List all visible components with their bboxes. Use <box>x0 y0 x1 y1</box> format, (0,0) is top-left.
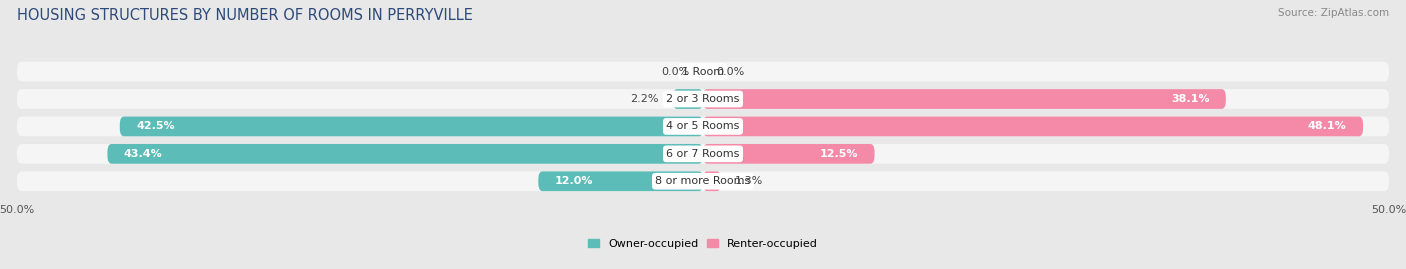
Text: 38.1%: 38.1% <box>1171 94 1209 104</box>
Text: 2 or 3 Rooms: 2 or 3 Rooms <box>666 94 740 104</box>
Text: 12.0%: 12.0% <box>555 176 593 186</box>
FancyBboxPatch shape <box>17 144 1389 164</box>
Text: 48.1%: 48.1% <box>1308 121 1347 132</box>
FancyBboxPatch shape <box>17 62 1389 82</box>
Text: 12.5%: 12.5% <box>820 149 858 159</box>
Text: 0.0%: 0.0% <box>717 67 745 77</box>
Text: 6 or 7 Rooms: 6 or 7 Rooms <box>666 149 740 159</box>
FancyBboxPatch shape <box>703 89 1226 109</box>
Text: 0.0%: 0.0% <box>661 67 689 77</box>
FancyBboxPatch shape <box>120 116 703 136</box>
FancyBboxPatch shape <box>703 144 875 164</box>
Text: Source: ZipAtlas.com: Source: ZipAtlas.com <box>1278 8 1389 18</box>
FancyBboxPatch shape <box>703 116 1362 136</box>
FancyBboxPatch shape <box>17 116 1389 136</box>
Text: 43.4%: 43.4% <box>124 149 163 159</box>
FancyBboxPatch shape <box>107 144 703 164</box>
Text: 1.3%: 1.3% <box>734 176 763 186</box>
FancyBboxPatch shape <box>703 171 721 191</box>
FancyBboxPatch shape <box>538 171 703 191</box>
Text: 2.2%: 2.2% <box>630 94 659 104</box>
FancyBboxPatch shape <box>673 89 703 109</box>
Text: 4 or 5 Rooms: 4 or 5 Rooms <box>666 121 740 132</box>
Text: 1 Room: 1 Room <box>682 67 724 77</box>
Text: HOUSING STRUCTURES BY NUMBER OF ROOMS IN PERRYVILLE: HOUSING STRUCTURES BY NUMBER OF ROOMS IN… <box>17 8 472 23</box>
Text: 42.5%: 42.5% <box>136 121 174 132</box>
FancyBboxPatch shape <box>17 89 1389 109</box>
Text: 8 or more Rooms: 8 or more Rooms <box>655 176 751 186</box>
FancyBboxPatch shape <box>17 171 1389 191</box>
Legend: Owner-occupied, Renter-occupied: Owner-occupied, Renter-occupied <box>588 239 818 249</box>
